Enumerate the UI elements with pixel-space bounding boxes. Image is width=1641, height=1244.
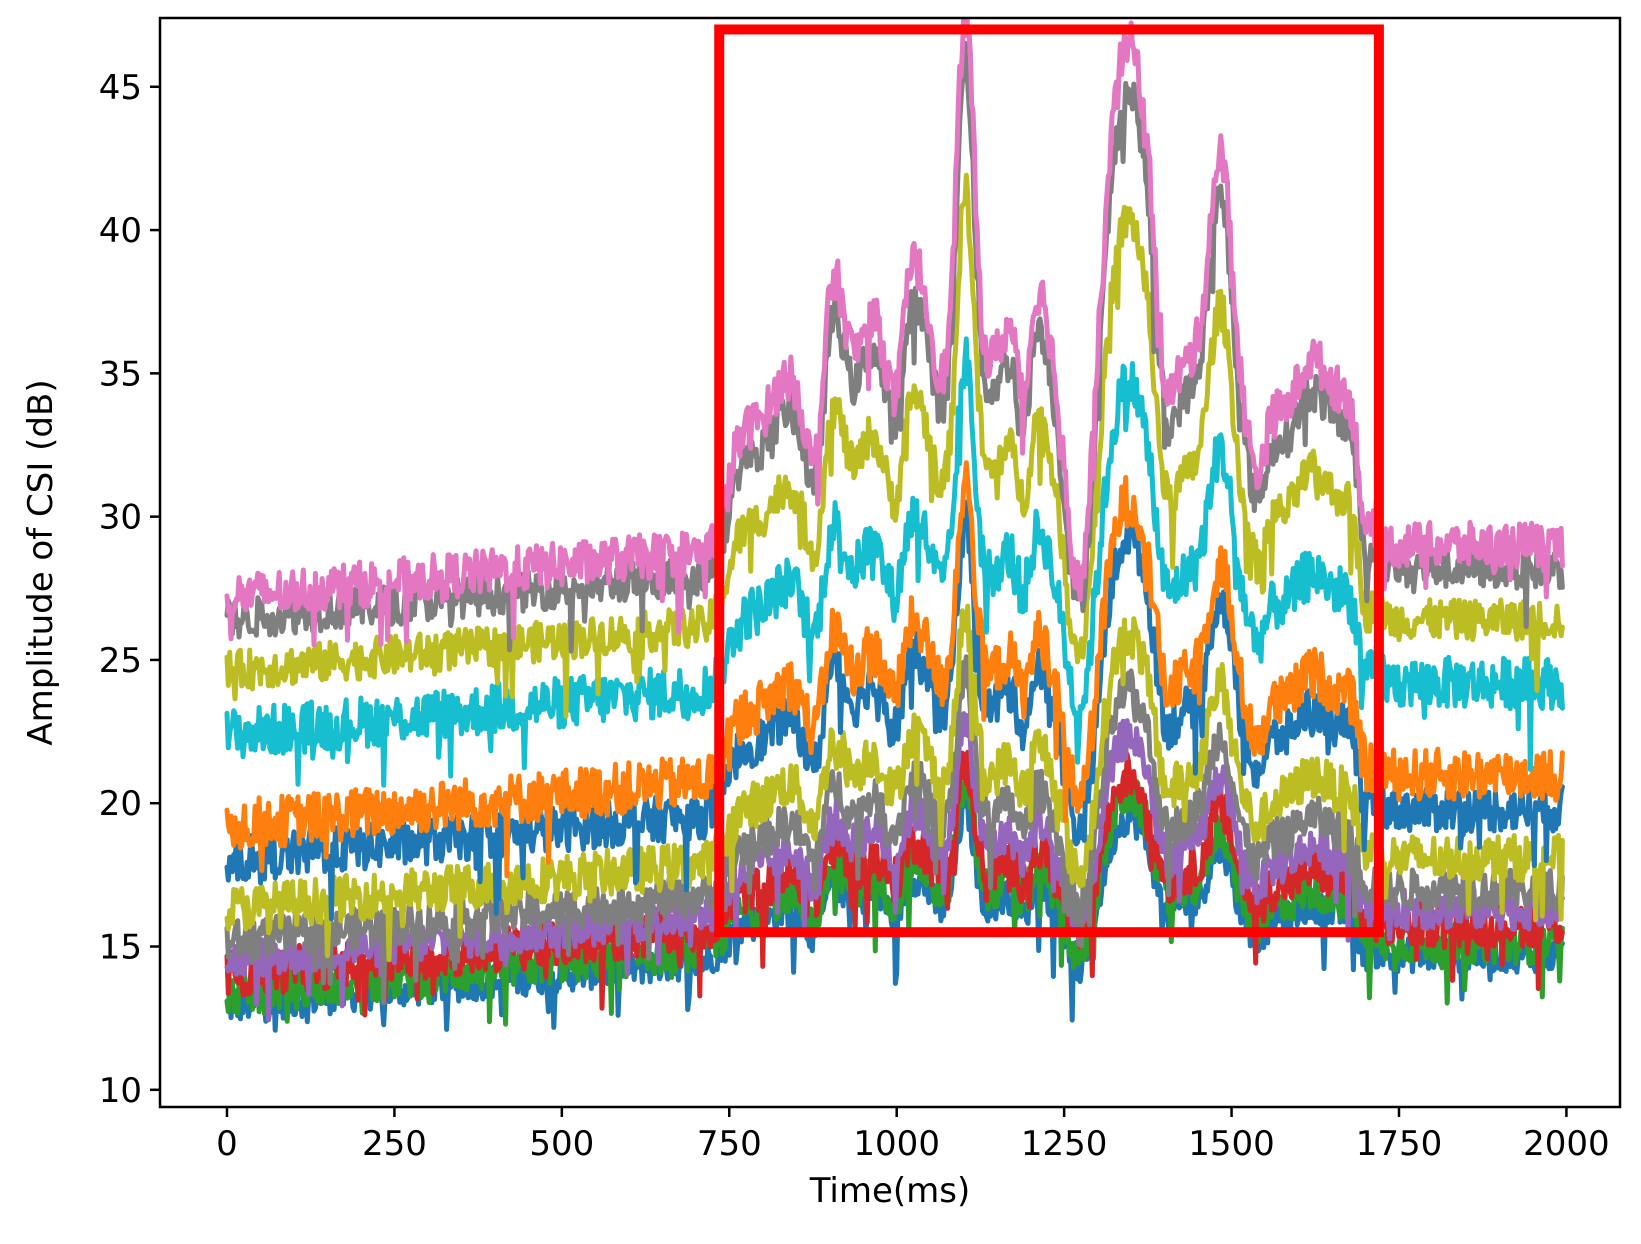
y-tick-label: 25	[99, 641, 142, 681]
y-tick-label: 30	[99, 498, 142, 538]
axes-group: 0 250 500 750 1000 1250 1500 1750 2000 10 15 20 25 30…	[99, 16, 1622, 1164]
x-tick-label: 0	[216, 1124, 238, 1164]
series-line-4	[224, 336, 1565, 788]
series-line-8	[224, 654, 1565, 1006]
x-tick-label: 250	[362, 1124, 427, 1164]
series-line-1	[224, 18, 1565, 648]
series-group	[224, 18, 1565, 1033]
plot-frame	[158, 16, 1622, 1109]
y-tick-label: 40	[99, 211, 142, 251]
x-tick-label: 750	[697, 1124, 762, 1164]
y-axis-label: Amplitude of CSI (dB)	[21, 379, 61, 745]
series-line-2	[224, 40, 1565, 654]
x-tick-label: 1750	[1356, 1124, 1443, 1164]
x-tick-label: 1500	[1188, 1124, 1275, 1164]
series-line-3	[224, 172, 1565, 719]
event-window-box	[714, 24, 1384, 938]
y-tick-label: 15	[99, 928, 142, 968]
x-tick-label: 1250	[1021, 1124, 1108, 1164]
x-tick-label: 2000	[1523, 1124, 1610, 1164]
x-tick-label: 1000	[853, 1124, 940, 1164]
y-tick-label: 45	[99, 68, 142, 108]
series-line-7	[224, 603, 1565, 963]
y-tick-label: 35	[99, 354, 142, 394]
x-tick-label: 500	[529, 1124, 594, 1164]
y-tick-label: 10	[99, 1071, 142, 1111]
event-window-group	[714, 24, 1384, 938]
x-axis-label: Time(ms)	[809, 1171, 971, 1211]
series-line-5	[224, 460, 1565, 879]
y-tick-label: 20	[99, 784, 142, 824]
